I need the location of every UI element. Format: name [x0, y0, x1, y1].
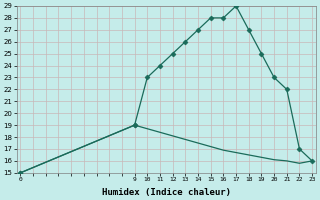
X-axis label: Humidex (Indice chaleur): Humidex (Indice chaleur) [102, 188, 231, 197]
